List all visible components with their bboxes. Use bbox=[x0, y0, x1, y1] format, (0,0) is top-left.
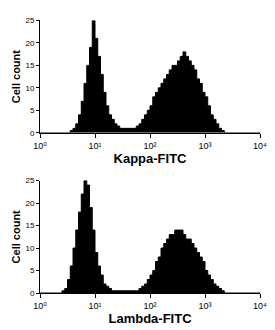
svg-text:10⁰: 10⁰ bbox=[33, 141, 47, 151]
svg-text:20: 20 bbox=[25, 39, 34, 48]
svg-text:20: 20 bbox=[25, 199, 34, 208]
svg-text:0: 0 bbox=[30, 289, 35, 298]
svg-text:10: 10 bbox=[25, 244, 34, 253]
svg-text:10³: 10³ bbox=[198, 141, 211, 151]
svg-text:Lambda-FITC: Lambda-FITC bbox=[108, 311, 192, 326]
svg-text:25: 25 bbox=[25, 176, 34, 185]
svg-text:10⁴: 10⁴ bbox=[253, 141, 267, 151]
svg-text:10: 10 bbox=[25, 84, 34, 93]
svg-text:5: 5 bbox=[30, 106, 35, 115]
svg-text:10⁴: 10⁴ bbox=[253, 301, 267, 311]
svg-text:10¹: 10¹ bbox=[88, 301, 101, 311]
svg-text:10¹: 10¹ bbox=[88, 141, 101, 151]
svg-text:10⁰: 10⁰ bbox=[33, 301, 47, 311]
svg-text:5: 5 bbox=[30, 266, 35, 275]
svg-text:15: 15 bbox=[25, 221, 34, 230]
svg-text:10²: 10² bbox=[143, 301, 156, 311]
svg-text:25: 25 bbox=[25, 16, 34, 25]
svg-text:Cell count: Cell count bbox=[10, 210, 22, 264]
svg-text:Kappa-FITC: Kappa-FITC bbox=[114, 151, 188, 166]
svg-text:10²: 10² bbox=[143, 141, 156, 151]
svg-text:0: 0 bbox=[30, 129, 35, 138]
svg-text:Cell count: Cell count bbox=[10, 50, 22, 104]
svg-text:10³: 10³ bbox=[198, 301, 211, 311]
svg-text:15: 15 bbox=[25, 61, 34, 70]
